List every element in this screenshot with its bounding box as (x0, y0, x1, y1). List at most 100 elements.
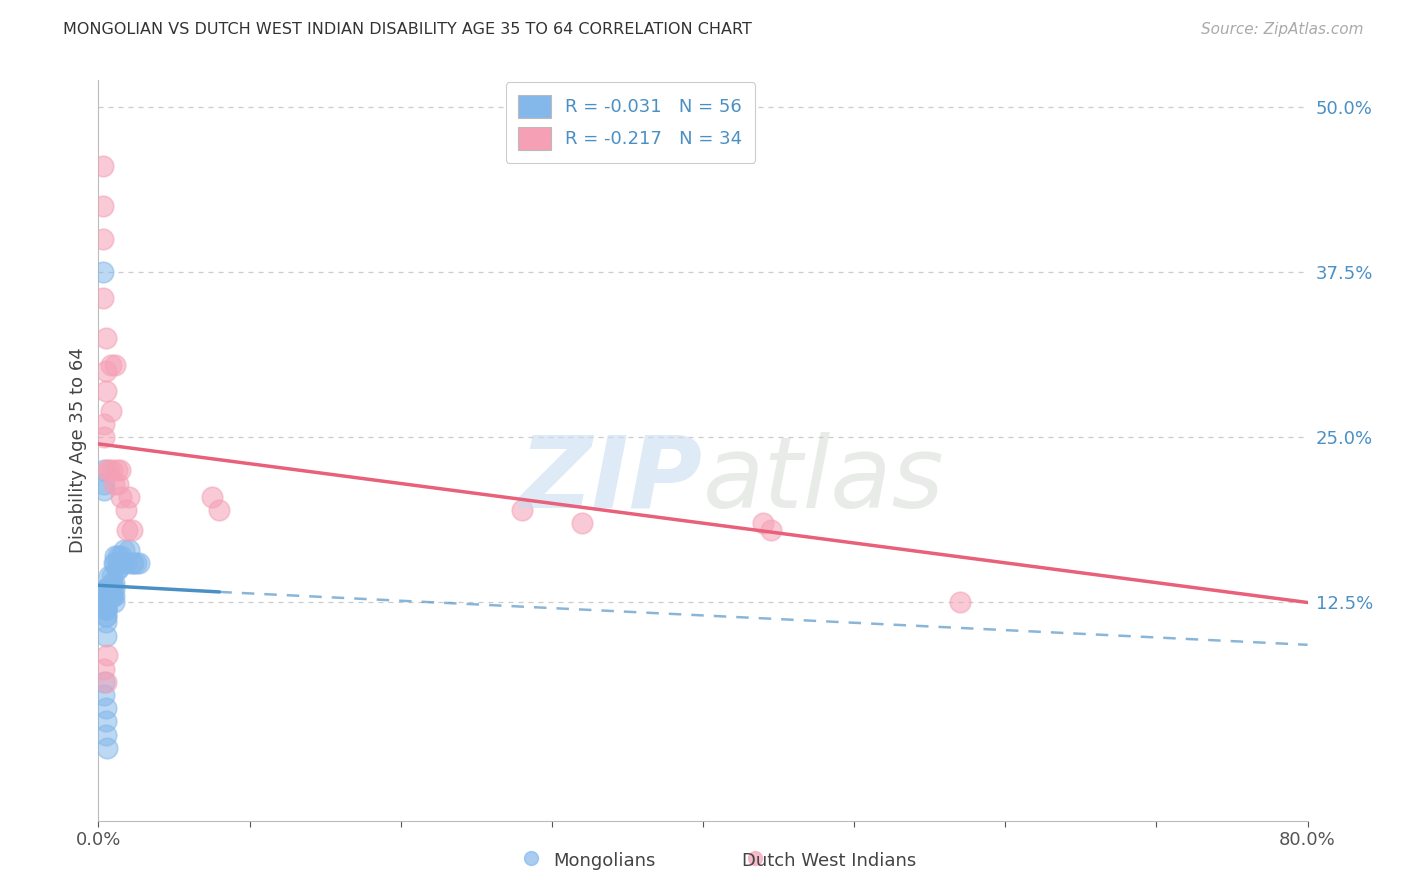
Point (100, 582, 122, 597)
Point (94, 602, 117, 616)
Point (107, 476, 129, 491)
Point (94, 602, 117, 616)
Point (93, 483, 115, 497)
Point (100, 589, 122, 603)
Point (93, 688, 115, 702)
Point (100, 404, 122, 418)
Point (94, 589, 117, 603)
Y-axis label: Disability Age 35 to 64: Disability Age 35 to 64 (69, 348, 87, 553)
Point (107, 549, 129, 564)
Point (93, 476, 115, 491)
Point (100, 582, 122, 597)
Point (101, 582, 124, 597)
Point (118, 490, 141, 504)
Point (94, 582, 117, 597)
Point (94, 674, 117, 689)
Point (98, 463, 121, 477)
Point (101, 575, 124, 590)
Point (94, 364, 117, 378)
Point (94, 629, 117, 643)
Point (201, 490, 224, 504)
Legend: R = -0.031   N = 56, R = -0.217   N = 34: R = -0.031 N = 56, R = -0.217 N = 34 (506, 82, 755, 162)
Point (101, 589, 124, 603)
Point (93, 430, 115, 444)
Point (93, 674, 115, 689)
Point (114, 556, 136, 570)
Point (759, 523, 782, 537)
Point (93, 417, 115, 431)
Point (208, 503, 231, 517)
Point (94, 331, 117, 345)
Point (122, 556, 145, 570)
Text: Dutch West Indians: Dutch West Indians (742, 852, 917, 870)
Point (125, 556, 148, 570)
Point (94, 582, 117, 597)
Point (949, 595, 972, 609)
Point (101, 589, 124, 603)
Point (744, 851, 766, 865)
Point (128, 556, 150, 570)
Point (571, 516, 593, 531)
Point (114, 503, 136, 517)
Point (96, 740, 118, 755)
Point (94, 714, 117, 729)
Point (103, 595, 125, 609)
Point (752, 516, 775, 531)
Point (94, 615, 117, 630)
Point (94, 384, 117, 398)
Point (94, 728, 117, 742)
Point (107, 562, 129, 576)
Point (100, 358, 122, 372)
Point (118, 542, 141, 557)
Point (108, 556, 131, 570)
Point (91, 232, 114, 246)
Point (91, 199, 114, 213)
Point (520, 851, 543, 865)
Text: Source: ZipAtlas.com: Source: ZipAtlas.com (1201, 22, 1364, 37)
Point (94, 602, 117, 616)
Text: Mongolians: Mongolians (554, 852, 655, 870)
Point (103, 476, 125, 491)
Point (96, 648, 118, 663)
Point (104, 358, 127, 372)
Point (93, 463, 115, 477)
Point (101, 569, 124, 583)
Point (103, 582, 125, 597)
Point (112, 542, 135, 557)
Point (98, 569, 121, 583)
Point (103, 589, 125, 603)
Point (91, 292, 114, 306)
Point (94, 589, 117, 603)
Point (110, 490, 132, 504)
Point (98, 582, 121, 597)
Point (101, 463, 124, 477)
Point (91, 159, 114, 173)
Point (104, 549, 127, 564)
Point (108, 463, 131, 477)
Text: ZIP: ZIP (520, 432, 703, 529)
Point (115, 523, 138, 537)
Point (105, 562, 128, 576)
Point (121, 523, 143, 537)
Text: MONGOLIAN VS DUTCH WEST INDIAN DISABILITY AGE 35 TO 64 CORRELATION CHART: MONGOLIAN VS DUTCH WEST INDIAN DISABILIT… (63, 22, 752, 37)
Point (121, 556, 143, 570)
Text: atlas: atlas (703, 432, 945, 529)
Point (94, 589, 117, 603)
Point (103, 575, 125, 590)
Point (111, 556, 134, 570)
Point (91, 265, 114, 279)
Point (110, 549, 132, 564)
Point (96, 463, 118, 477)
Point (94, 701, 117, 715)
Point (105, 463, 128, 477)
Point (103, 556, 125, 570)
Point (94, 582, 117, 597)
Point (94, 589, 117, 603)
Point (510, 503, 533, 517)
Point (93, 662, 115, 676)
Point (94, 602, 117, 616)
Point (94, 582, 117, 597)
Point (104, 556, 127, 570)
Point (94, 608, 117, 623)
Point (94, 608, 117, 623)
